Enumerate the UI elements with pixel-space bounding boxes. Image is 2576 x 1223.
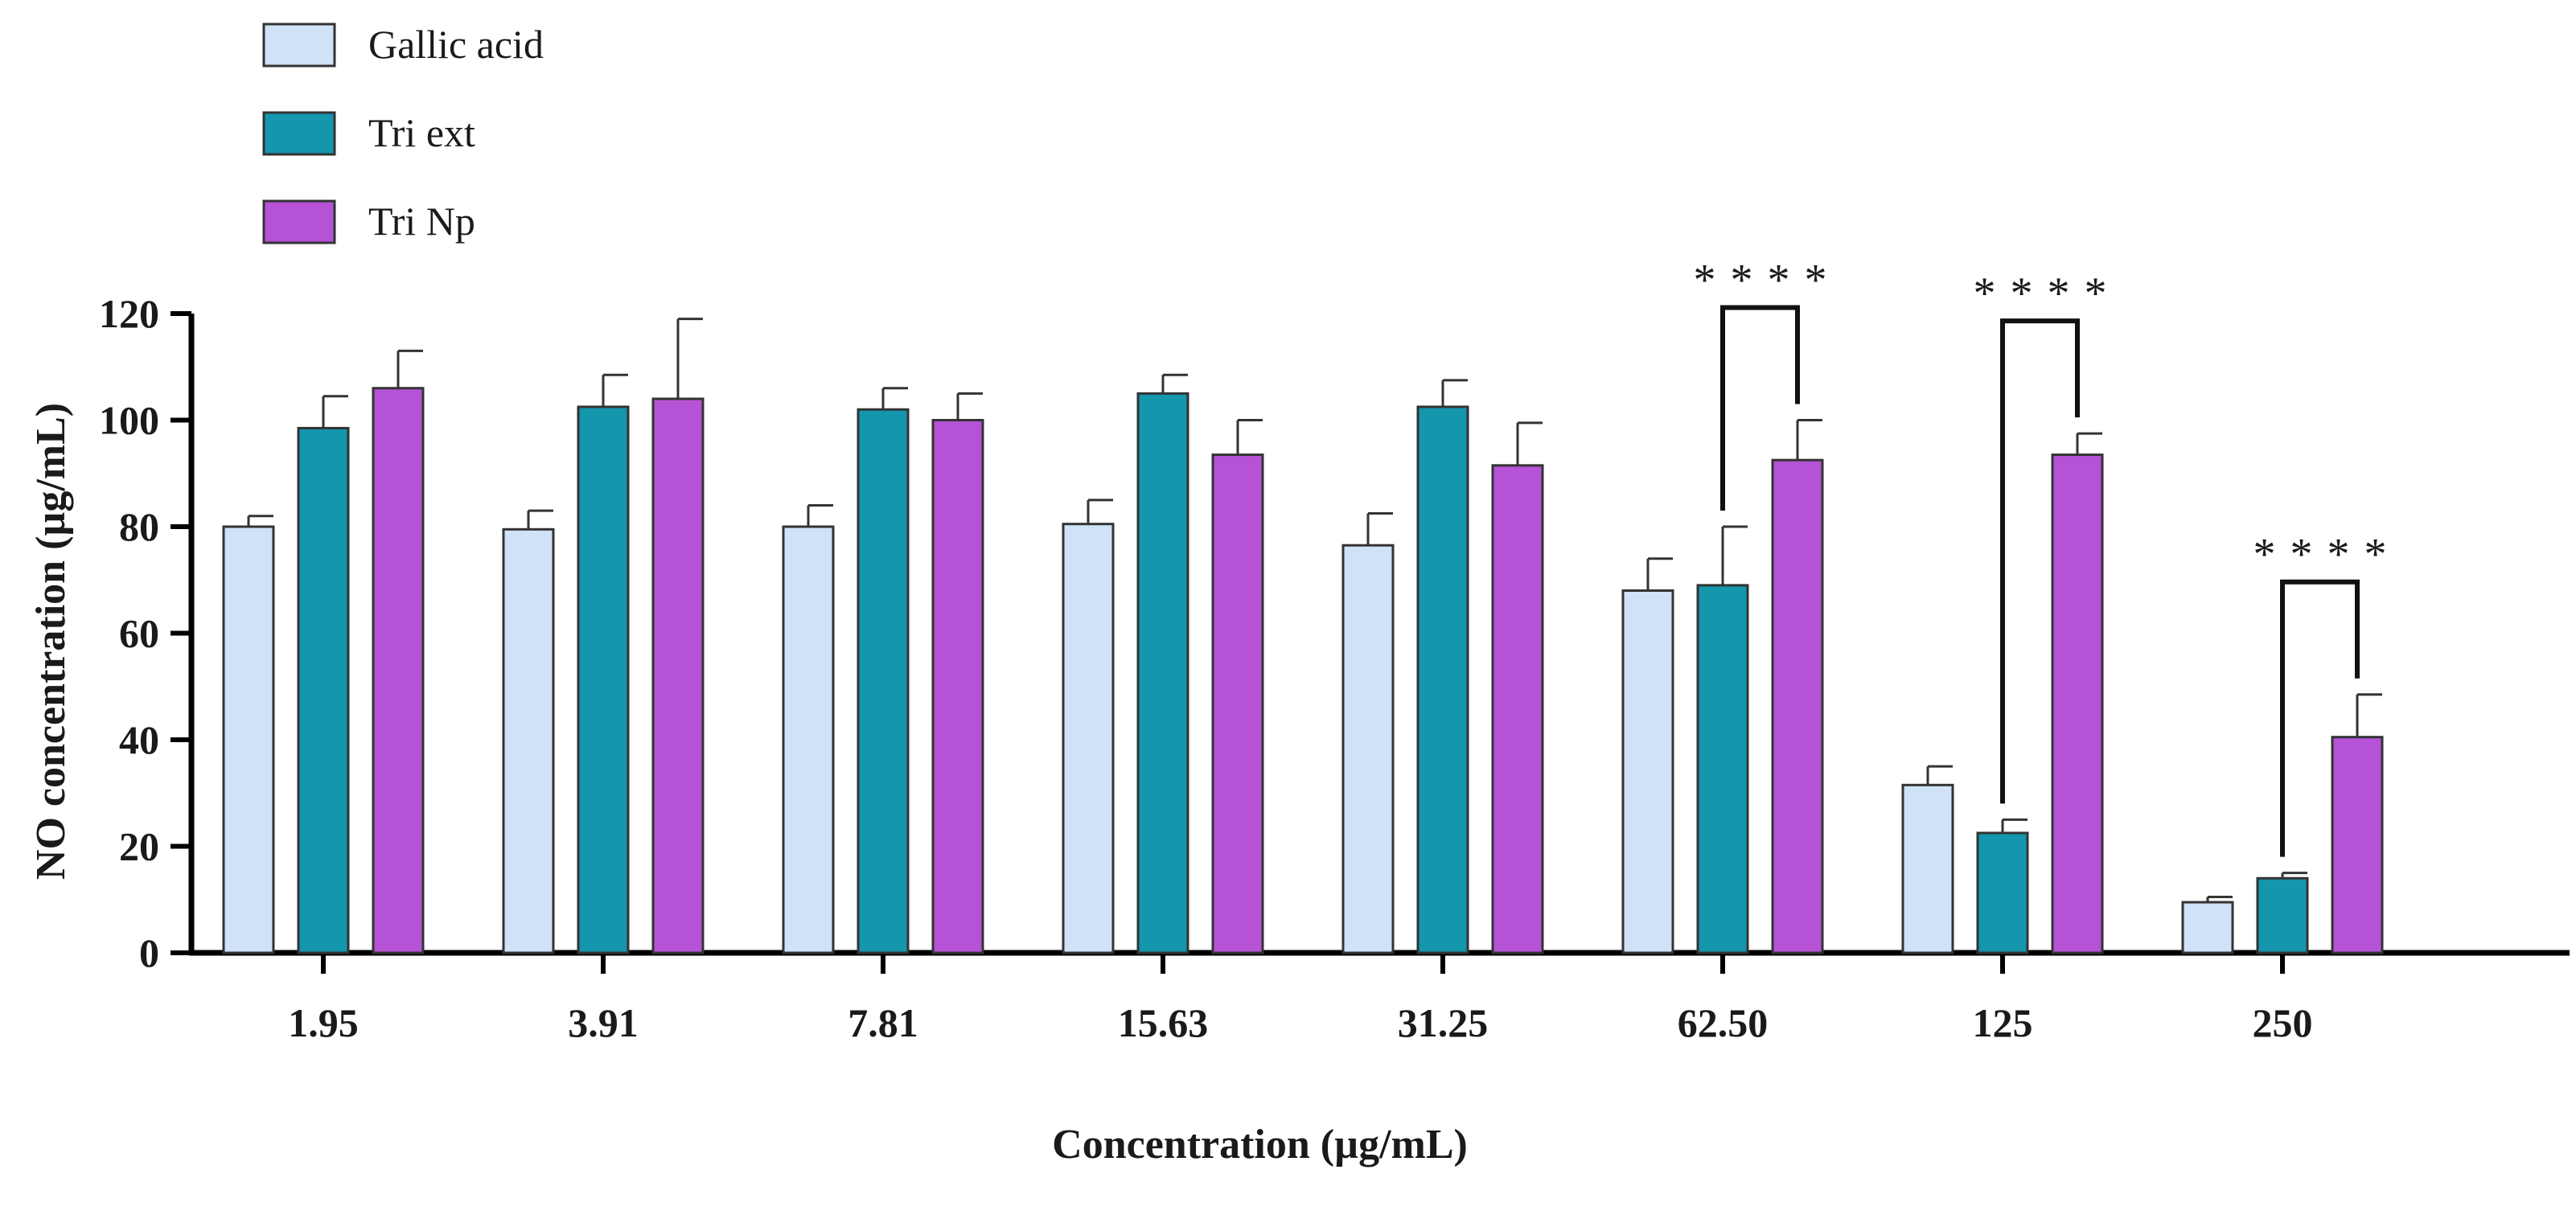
significance-label: **** <box>1694 256 1842 306</box>
bar <box>577 405 630 954</box>
y-tick-label: 80 <box>119 504 159 549</box>
bar <box>1621 589 1674 954</box>
bar <box>1136 392 1189 954</box>
y-tick-label: 40 <box>119 717 159 762</box>
bars <box>222 318 2384 954</box>
x-tick-label: 62.50 <box>1678 1000 1769 1045</box>
x-tick-label: 1.95 <box>288 1000 359 1045</box>
significance-label: **** <box>1974 269 2122 318</box>
bar <box>651 397 705 954</box>
bar <box>1416 405 1469 954</box>
bar <box>2256 876 2309 954</box>
bar <box>2181 901 2234 954</box>
bar <box>1491 464 1544 954</box>
bar <box>931 419 984 954</box>
bar <box>1901 783 1954 954</box>
legend-swatch <box>262 111 336 156</box>
bar <box>2331 736 2384 954</box>
bar <box>2051 453 2104 954</box>
bar <box>502 527 555 954</box>
legend-swatch <box>262 23 336 68</box>
bar <box>857 408 910 954</box>
y-tick-label: 120 <box>99 291 159 336</box>
bar <box>297 426 350 954</box>
legend-swatch <box>262 199 336 244</box>
bar <box>1062 523 1115 954</box>
y-axis-ticks: 0 20 40 60 80 100 120 <box>99 291 191 975</box>
bar <box>1341 544 1395 954</box>
x-tick-label: 3.91 <box>568 1000 639 1045</box>
bar <box>1696 584 1749 954</box>
y-tick-label: 20 <box>119 824 159 869</box>
x-axis-title: Concentration (µg/mL) <box>1052 1122 1468 1168</box>
bar <box>782 525 835 954</box>
y-tick-label: 60 <box>119 611 159 656</box>
x-axis-ticks: 1.95 3.91 7.81 15.63 31.25 62.50 125 250 <box>288 953 2313 1045</box>
legend: Gallic acid Tri ext Tri Np <box>262 22 544 244</box>
bar <box>222 525 275 954</box>
x-tick-label: 31.25 <box>1398 1000 1489 1045</box>
significance-label: **** <box>2253 530 2401 580</box>
significance-bracket <box>1720 305 1800 511</box>
y-axis-title: NO concentration (µg/mL) <box>28 403 74 880</box>
y-tick-label: 100 <box>99 398 159 443</box>
bar <box>372 387 425 954</box>
legend-label: Tri ext <box>368 110 475 155</box>
y-tick-label: 0 <box>139 930 159 975</box>
significance-bracket <box>2000 318 2080 804</box>
x-tick-label: 7.81 <box>848 1000 918 1045</box>
bar <box>1976 831 2029 954</box>
x-tick-label: 250 <box>2253 1000 2313 1045</box>
legend-label: Gallic acid <box>368 22 544 67</box>
x-tick-label: 15.63 <box>1118 1000 1209 1045</box>
significance-annotations: **** **** **** <box>1694 256 2401 857</box>
bar <box>1771 458 1824 954</box>
x-tick-label: 125 <box>1973 1000 2033 1045</box>
legend-label: Tri Np <box>368 199 475 244</box>
bar <box>1211 453 1264 954</box>
significance-bracket <box>2280 579 2360 857</box>
